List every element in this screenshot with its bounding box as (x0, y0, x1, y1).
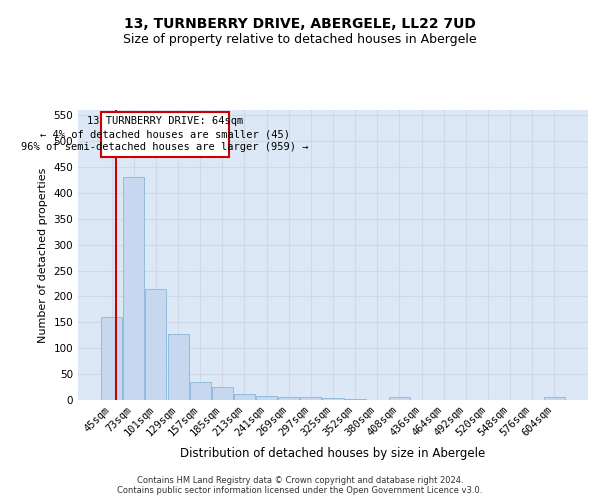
Bar (145, 288, 166, 400)
Text: Size of property relative to detached houses in Abergele: Size of property relative to detached ho… (123, 32, 477, 46)
Bar (167, 334, 188, 400)
Text: 13, TURNBERRY DRIVE, ABERGELE, LL22 7UD: 13, TURNBERRY DRIVE, ABERGELE, LL22 7UD (124, 18, 476, 32)
Bar (389, 398, 410, 400)
Bar (256, 396, 277, 400)
Bar (301, 398, 322, 400)
Y-axis label: Number of detached properties: Number of detached properties (38, 168, 48, 342)
Bar (212, 387, 233, 400)
Bar (124, 178, 145, 400)
Bar (101, 317, 122, 400)
Bar (190, 382, 211, 400)
Text: ← 4% of detached houses are smaller (45): ← 4% of detached houses are smaller (45) (40, 129, 290, 139)
Bar (278, 398, 299, 400)
Text: 96% of semi-detached houses are larger (959) →: 96% of semi-detached houses are larger (… (22, 142, 309, 152)
Bar (234, 394, 255, 400)
X-axis label: Distribution of detached houses by size in Abergele: Distribution of detached houses by size … (181, 447, 485, 460)
Text: Contains HM Land Registry data © Crown copyright and database right 2024.
Contai: Contains HM Land Registry data © Crown c… (118, 476, 482, 495)
Bar (322, 398, 344, 400)
Text: 13 TURNBERRY DRIVE: 64sqm: 13 TURNBERRY DRIVE: 64sqm (87, 116, 243, 126)
Bar (544, 398, 565, 400)
Bar (101, 112, 229, 156)
